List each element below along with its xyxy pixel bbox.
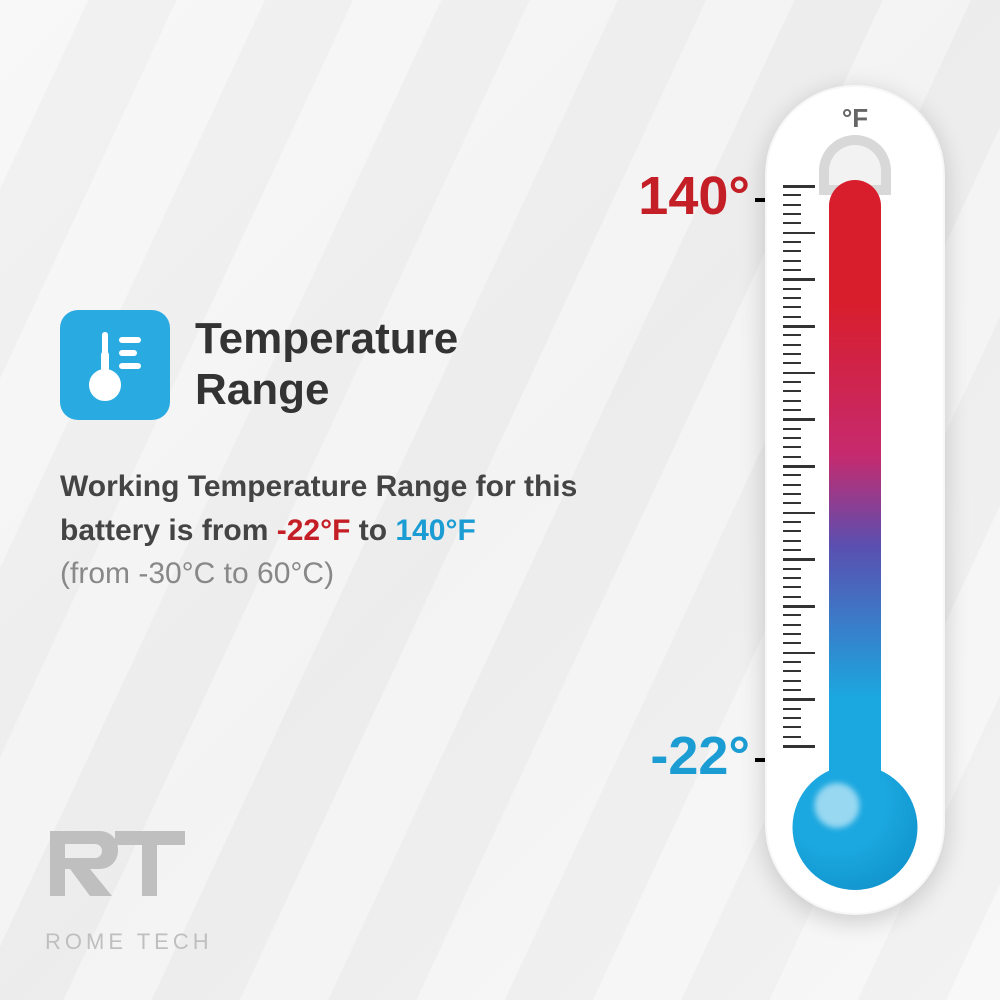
title: Temperature Range: [195, 314, 580, 415]
brand-name: ROME TECH: [45, 929, 213, 955]
tick-minor: [783, 241, 801, 243]
thermometer-body: °F: [765, 85, 945, 915]
rt-logo-mark: [45, 826, 195, 916]
tick-major: [783, 325, 815, 328]
tick-minor: [783, 614, 801, 616]
tick-major: [783, 278, 815, 281]
tick-minor: [783, 213, 801, 215]
tick-minor: [783, 344, 801, 346]
tick-major: [783, 185, 815, 188]
tick-major: [783, 418, 815, 421]
tick-major: [783, 558, 815, 561]
thermometer-fluid: [829, 180, 881, 790]
tick-minor: [783, 577, 801, 579]
tick-minor: [783, 689, 801, 691]
tick-minor: [783, 474, 801, 476]
tick-minor: [783, 194, 801, 196]
tick-minor: [783, 362, 801, 364]
title-row: Temperature Range: [60, 310, 580, 420]
tick-major: [783, 512, 815, 515]
tick-minor: [783, 586, 801, 588]
description: Working Temperature Range for this batte…: [60, 465, 580, 596]
tick-minor: [783, 260, 801, 262]
bulb-highlight: [815, 783, 860, 828]
desc-hot-temp: 140°F: [395, 514, 475, 547]
tick-major: [783, 745, 815, 748]
hot-temp-label: 140°: [638, 165, 750, 227]
tick-major: [783, 605, 815, 608]
tick-minor: [783, 334, 801, 336]
tick-minor: [783, 493, 801, 495]
tick-minor: [783, 530, 801, 532]
desc-cold-temp: -22°F: [277, 514, 351, 547]
tick-minor: [783, 288, 801, 290]
tick-minor: [783, 353, 801, 355]
unit-label: °F: [842, 103, 868, 134]
desc-celsius: (from -30°C to 60°C): [60, 557, 334, 590]
tick-minor: [783, 390, 801, 392]
tick-minor: [783, 250, 801, 252]
tick-minor: [783, 306, 801, 308]
tick-minor: [783, 381, 801, 383]
tick-minor: [783, 456, 801, 458]
tick-minor: [783, 642, 801, 644]
tick-minor: [783, 446, 801, 448]
tick-minor: [783, 726, 801, 728]
tick-minor: [783, 661, 801, 663]
tick-minor: [783, 596, 801, 598]
cold-temp-label: -22°: [650, 725, 750, 787]
tick-minor: [783, 670, 801, 672]
tick-minor: [783, 484, 801, 486]
tick-minor: [783, 540, 801, 542]
tick-minor: [783, 222, 801, 224]
tick-major: [783, 465, 815, 468]
tick-minor: [783, 717, 801, 719]
tick-major: [783, 652, 815, 655]
thermometer-icon: [80, 325, 150, 405]
thermometer-ticks: [783, 185, 818, 745]
tick-minor: [783, 269, 801, 271]
tick-minor: [783, 708, 801, 710]
desc-mid: to: [350, 514, 395, 547]
infographic-container: Temperature Range Working Temperature Ra…: [0, 0, 1000, 1000]
tick-minor: [783, 568, 801, 570]
tick-major: [783, 698, 815, 701]
thermometer-icon-box: [60, 310, 170, 420]
thermometer-graphic: 140° -22° °F: [645, 85, 945, 915]
thermometer-bulb: [793, 765, 918, 890]
tick-minor: [783, 502, 801, 504]
tick-major: [783, 372, 815, 375]
tick-minor: [783, 204, 801, 206]
tick-minor: [783, 437, 801, 439]
tick-minor: [783, 428, 801, 430]
tick-minor: [783, 624, 801, 626]
tick-minor: [783, 549, 801, 551]
tick-minor: [783, 400, 801, 402]
tick-minor: [783, 316, 801, 318]
tick-minor: [783, 297, 801, 299]
text-content: Temperature Range Working Temperature Ra…: [60, 310, 580, 596]
tick-minor: [783, 521, 801, 523]
tick-minor: [783, 409, 801, 411]
brand-logo: ROME TECH: [45, 826, 213, 955]
tick-minor: [783, 680, 801, 682]
tick-minor: [783, 633, 801, 635]
tick-minor: [783, 736, 801, 738]
tick-major: [783, 232, 815, 235]
